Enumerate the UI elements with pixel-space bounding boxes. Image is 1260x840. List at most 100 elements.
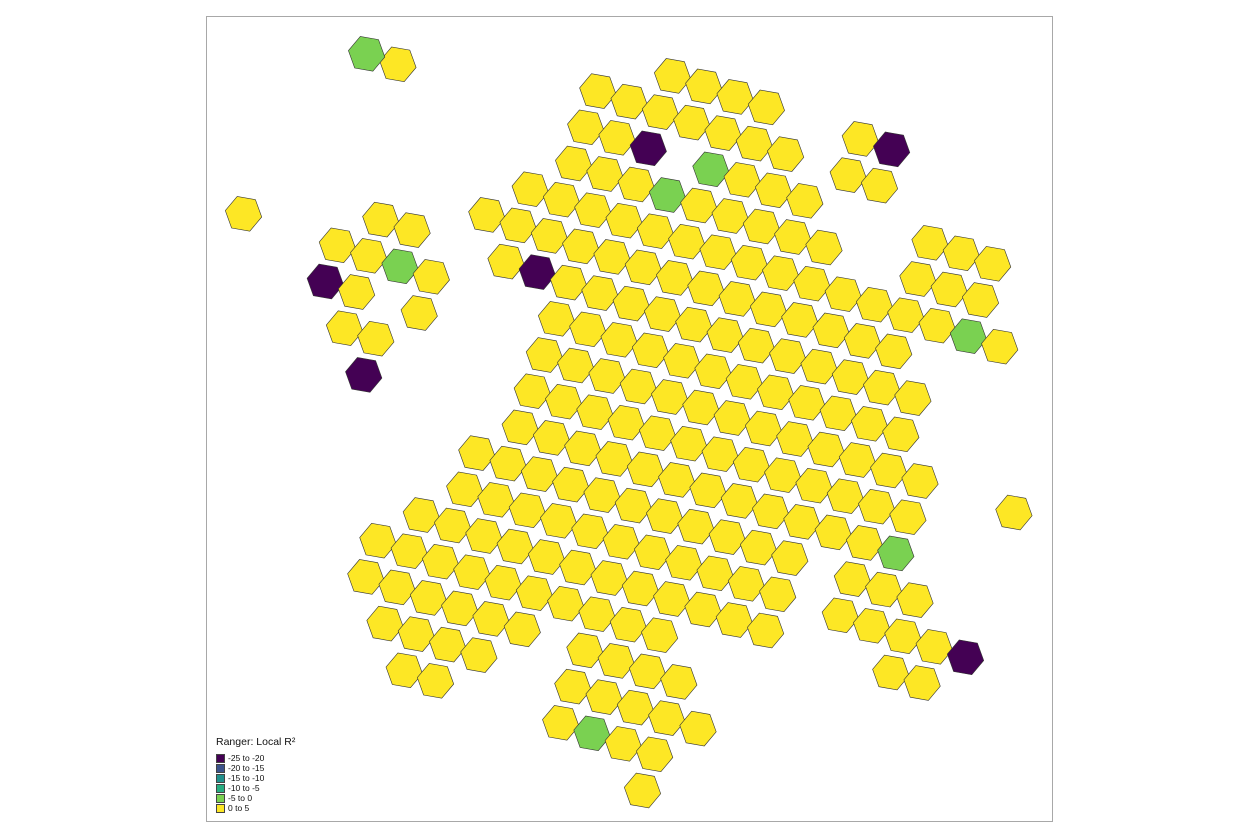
hex-cell bbox=[616, 689, 654, 726]
hex-cell bbox=[629, 130, 667, 167]
hex-cell bbox=[617, 166, 655, 203]
hex-cell bbox=[795, 467, 833, 504]
hex-cell bbox=[595, 441, 633, 477]
hex-cell bbox=[429, 626, 467, 663]
hex-cell bbox=[562, 228, 600, 265]
hex-cell bbox=[692, 151, 730, 188]
hex-cell bbox=[942, 235, 980, 272]
hex-cell bbox=[631, 332, 669, 369]
hex-cell bbox=[604, 726, 642, 762]
legend-swatch bbox=[216, 763, 225, 773]
hex-cell bbox=[814, 514, 852, 551]
legend-item: -5 to 0 bbox=[216, 793, 295, 803]
hex-cell bbox=[527, 539, 566, 575]
hex-cell bbox=[653, 58, 692, 94]
hex-cell bbox=[557, 347, 595, 384]
hex-cell bbox=[571, 513, 609, 550]
hex-cell bbox=[593, 239, 631, 275]
hex-cell bbox=[518, 254, 556, 290]
hex-cell bbox=[597, 643, 635, 679]
hex-cell bbox=[805, 229, 843, 266]
hex-cell bbox=[903, 665, 941, 701]
hex-cell bbox=[730, 244, 768, 281]
legend-swatch bbox=[216, 793, 225, 803]
hex-cell bbox=[468, 197, 506, 233]
hex-cell bbox=[513, 373, 551, 409]
hex-cell bbox=[663, 343, 701, 379]
hex-cell bbox=[636, 213, 674, 249]
hex-cell bbox=[550, 264, 588, 301]
hex-cell bbox=[870, 452, 908, 489]
hex-cell bbox=[458, 435, 496, 471]
hex-cell bbox=[853, 608, 891, 644]
hex-cell bbox=[554, 668, 592, 705]
hex-cell bbox=[499, 207, 537, 244]
hex-cell bbox=[607, 404, 645, 441]
hex-cell bbox=[653, 581, 691, 617]
hex-cell bbox=[525, 337, 563, 373]
hex-cell bbox=[687, 270, 725, 307]
hex-cell bbox=[573, 715, 611, 752]
legend-title: Ranger: Local R² bbox=[216, 736, 296, 748]
legend-item: -20 to -15 bbox=[216, 763, 295, 773]
hex-cell bbox=[981, 328, 1019, 365]
hex-cell bbox=[754, 172, 793, 209]
hex-cell bbox=[540, 503, 578, 539]
hex-cell bbox=[826, 478, 864, 514]
hex-cell bbox=[564, 430, 602, 467]
legend-swatch bbox=[216, 773, 225, 783]
hex-cell bbox=[477, 482, 515, 518]
legend-item: -15 to -10 bbox=[216, 773, 295, 783]
hex-cell bbox=[610, 83, 648, 120]
hex-cell bbox=[585, 679, 623, 715]
hex-cell bbox=[684, 591, 722, 628]
hex-cell bbox=[453, 554, 491, 590]
hex-cell bbox=[875, 333, 913, 370]
hex-cell bbox=[685, 68, 723, 105]
hex-cell bbox=[362, 201, 400, 238]
hex-cell bbox=[716, 79, 754, 115]
hex-cell bbox=[501, 409, 539, 446]
hex-cell bbox=[682, 389, 720, 426]
hex-cell bbox=[487, 243, 525, 280]
hex-cell bbox=[872, 654, 910, 691]
hex-cell bbox=[460, 637, 498, 673]
legend-swatch bbox=[216, 783, 225, 793]
hex-cell bbox=[357, 320, 395, 357]
hex-cell bbox=[619, 368, 657, 405]
hex-cell bbox=[961, 282, 1000, 318]
hex-cell bbox=[877, 535, 915, 572]
hex-cell bbox=[689, 472, 727, 509]
hex-cell bbox=[397, 616, 435, 652]
hex-cell bbox=[974, 246, 1012, 282]
hex-cell bbox=[520, 456, 558, 492]
legend-item: -10 to -5 bbox=[216, 783, 295, 793]
hex-cell bbox=[359, 522, 397, 559]
hex-cell bbox=[545, 383, 583, 420]
hex-cell bbox=[718, 281, 756, 317]
hex-cell bbox=[704, 115, 742, 151]
hex-cell bbox=[889, 499, 927, 535]
hex-cell bbox=[863, 369, 901, 406]
hex-cell bbox=[609, 606, 647, 643]
legend-label: -5 to 0 bbox=[228, 793, 253, 803]
hex-cell bbox=[915, 629, 953, 665]
hex-cell bbox=[379, 46, 417, 83]
legend-items: -25 to -20 -20 to -15 -15 to -10 -10 to -5-… bbox=[216, 753, 295, 813]
hex-cell bbox=[747, 89, 785, 126]
hex-cell bbox=[793, 265, 831, 302]
hex-cell bbox=[537, 301, 576, 337]
hex-cell bbox=[812, 312, 850, 349]
hex-cell bbox=[658, 462, 696, 498]
hex-cell bbox=[567, 109, 605, 146]
legend-swatch bbox=[216, 753, 225, 763]
hex-cell bbox=[583, 477, 621, 513]
hex-cell bbox=[949, 318, 987, 354]
hex-cell bbox=[559, 549, 597, 586]
hex-cell bbox=[656, 260, 694, 296]
hex-cell bbox=[774, 219, 812, 255]
hex-cell bbox=[680, 187, 718, 224]
hex-cell bbox=[385, 652, 423, 689]
hex-cell bbox=[677, 508, 715, 545]
hex-cell bbox=[788, 385, 826, 421]
